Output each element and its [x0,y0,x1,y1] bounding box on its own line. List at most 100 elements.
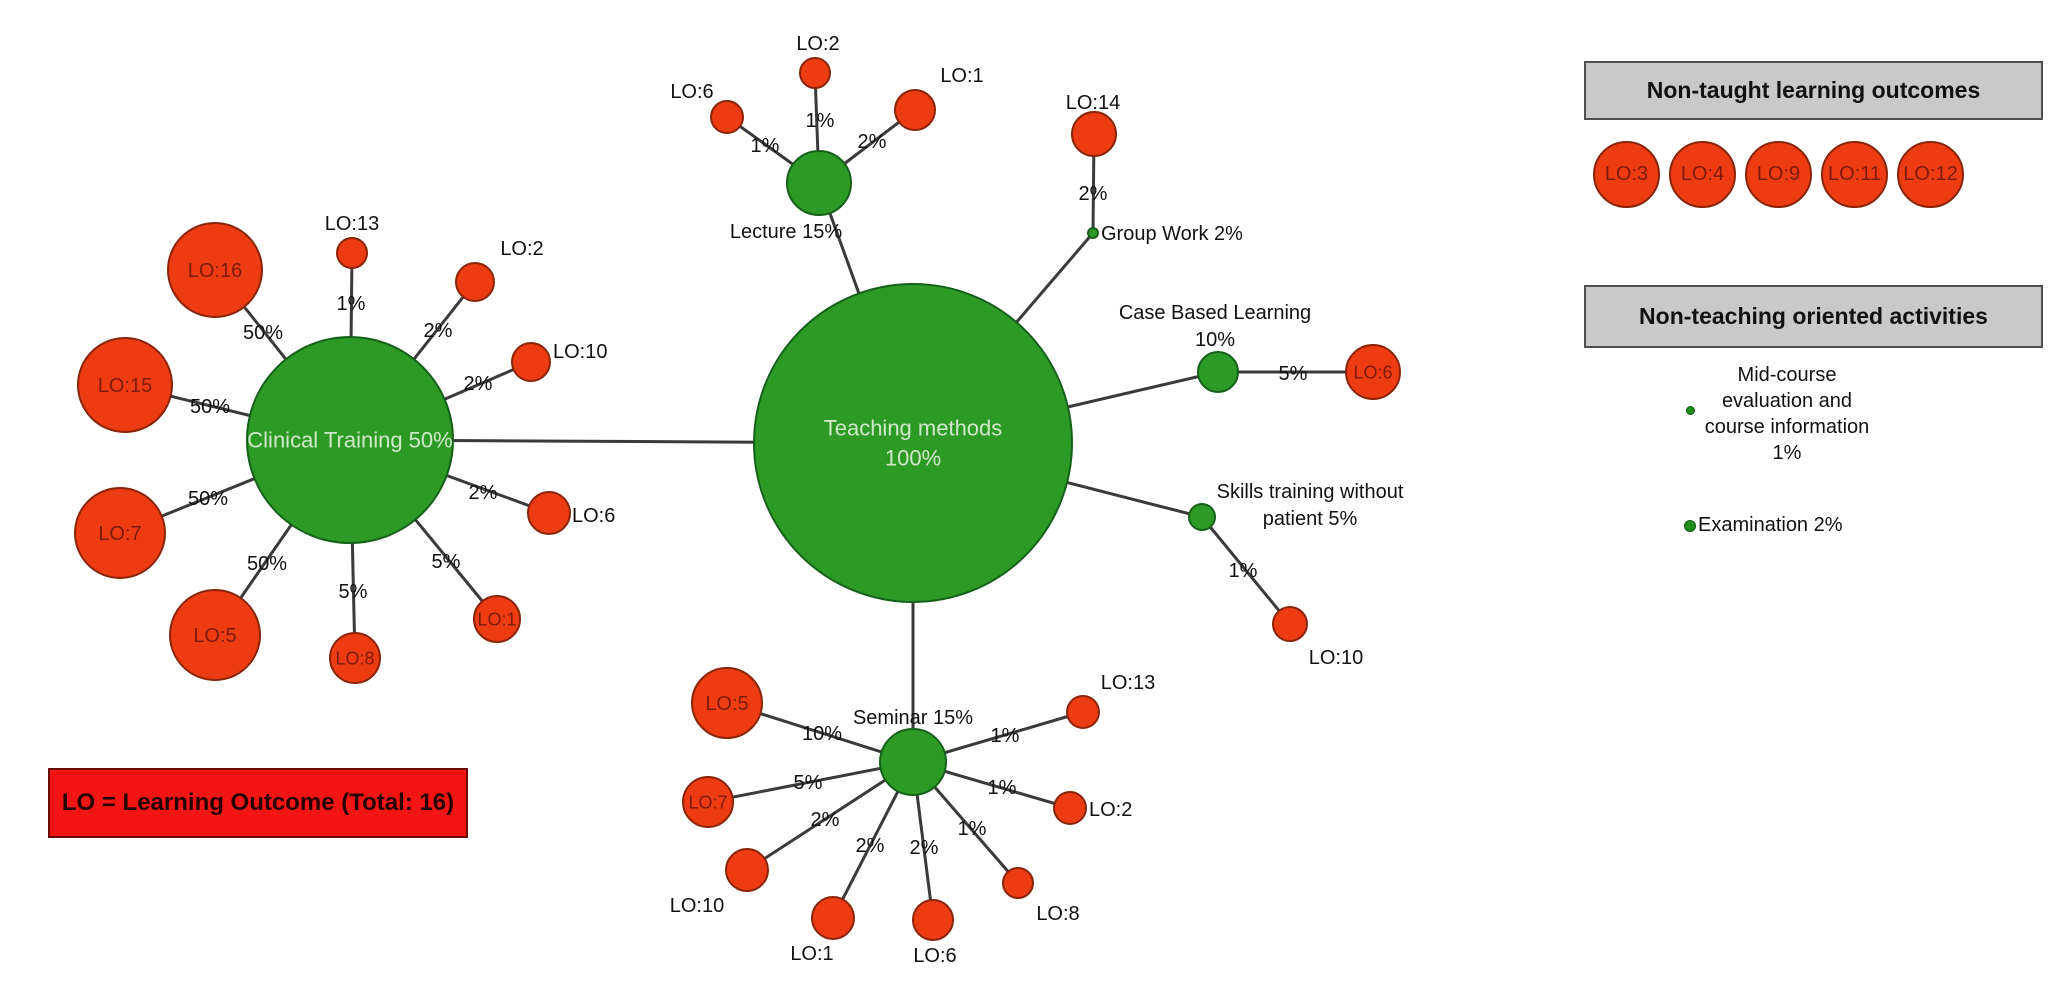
node-ct [246,336,454,544]
node-ct-lo6 [527,491,571,535]
panel-title-non-taught: Non-taught learning outcomes [1584,61,2043,120]
edge-percent-label: 2% [811,809,840,831]
node-ext-label-sem-lo10: LO:10 [670,895,724,917]
node-lec-lo2 [799,57,831,89]
node-sem-lo1 [811,896,855,940]
node-groupwork [1087,227,1099,239]
node-teaching [753,283,1073,603]
node-ext-label-groupwork: Group Work 2% [1101,223,1243,245]
node-ext-label-casebased: Case Based Learning 10% [1119,302,1311,351]
node-ext-label-ct-lo6: LO:6 [572,505,615,527]
node-ext-label-lec-lo2: LO:2 [796,33,839,55]
node-ext-label-lecture: Lecture 15% [730,221,843,243]
edge-seminar-sem-lo7 [707,760,914,804]
edge-percent-label: 1% [806,110,835,132]
node-skills [1188,503,1216,531]
non-taught-circles-row: LO:3 LO:4 LO:9 LO:11 LO:12 [1593,141,1964,208]
non-taught-lo-circle: LO:12 [1897,141,1964,208]
node-sem-lo6 [912,899,954,941]
node-ct-lo13 [336,237,368,269]
node-ct-lo2 [455,262,495,302]
node-ct-lo10 [511,342,551,382]
node-ct-lo5 [169,589,261,681]
edge-percent-label: 2% [910,837,939,859]
node-ext-label-seminar: Seminar 15% [853,707,973,729]
node-ext-label-ct-lo13: LO:13 [325,213,379,235]
node-ext-label-lec-lo6: LO:6 [670,81,713,103]
node-ct-lo16 [167,222,263,318]
node-sem-lo5 [691,667,763,739]
edge-percent-label: 1% [1229,560,1258,582]
node-ext-label-sk-lo10: LO:10 [1309,647,1363,669]
node-ext-label-sem-lo13: LO:13 [1101,672,1155,694]
node-sk-lo10 [1272,606,1308,642]
node-sem-lo10 [725,848,769,892]
node-lec-lo1 [894,89,936,131]
edge-percent-label: 5% [339,581,368,603]
node-sem-lo7 [682,776,734,828]
edge-percent-label: 1% [751,135,780,157]
edge-percent-label: 2% [424,320,453,342]
edge-percent-label: 1% [991,725,1020,747]
examination-item: Examination 2% [1684,514,1843,537]
node-ext-label-sem-lo2: LO:2 [1089,799,1132,821]
node-inside-label-ct: Clinical Training 50% [247,428,452,453]
node-ext-label-sem-lo1: LO:1 [790,943,833,965]
node-ext-label-skills: Skills training without patient 5% [1217,481,1404,530]
midcourse-line: course information [1704,416,1870,438]
node-gw-lo14 [1071,111,1117,157]
node-ext-label-ct-lo2: LO:2 [500,238,543,260]
edge-percent-label: 50% [247,553,287,575]
node-ext-label-ct-lo10: LO:10 [553,341,607,363]
edge-percent-label: 1% [337,293,366,315]
node-ct-lo15 [77,337,173,433]
edge-percent-label: 2% [1079,183,1108,205]
node-inside-label-sem-lo7: LO:7 [688,792,727,812]
node-cbl-lo6 [1345,344,1401,400]
edge-percent-label: 5% [1279,363,1308,385]
non-taught-lo-circle: LO:3 [1593,141,1660,208]
edge-percent-label: 2% [469,482,498,504]
node-inside-label-sem-lo5: LO:5 [705,693,748,715]
midcourse-line: 1% [1772,442,1802,464]
node-sem-lo13 [1066,695,1100,729]
edge-percent-label: 5% [432,551,461,573]
node-lecture [786,150,852,216]
non-taught-lo-circle: LO:9 [1745,141,1812,208]
node-inside-label-ct-lo1: LO:1 [477,609,516,629]
node-inside-label-ct-lo16: LO:16 [188,260,242,282]
node-inside-label-ct-lo5: LO:5 [193,625,236,647]
edge-skills-sk-lo10 [1200,516,1292,625]
midcourse-line: evaluation and [1721,390,1853,412]
node-ct-lo1 [473,595,521,643]
edge-percent-label: 50% [188,488,228,510]
node-inside-label-ct-lo15: LO:15 [98,375,152,397]
node-ct-lo7 [74,487,166,579]
edge-percent-label: 10% [802,723,842,745]
legend-box: LO = Learning Outcome (Total: 16) [48,768,468,838]
edge-percent-label: 1% [988,777,1017,799]
edge-percent-label: 2% [858,131,887,153]
node-ext-label-gw-lo14: LO:14 [1066,92,1120,114]
node-sem-lo8 [1002,867,1034,899]
node-casebased [1197,351,1239,393]
edge-percent-label: 50% [190,396,230,418]
non-taught-lo-circle: LO:11 [1821,141,1888,208]
node-sem-lo2 [1053,791,1087,825]
node-inside-label-cbl-lo6: LO:6 [1353,362,1392,382]
edge-percent-label: 2% [464,373,493,395]
midcourse-line: Mid-course [1737,364,1837,386]
panel-title-non-teaching: Non-teaching oriented activities [1584,285,2043,348]
node-inside-label-teaching: Teaching methods 100% [824,416,1003,471]
midcourse-dot-icon [1686,406,1695,415]
node-ext-label-sem-lo8: LO:8 [1036,903,1079,925]
non-taught-lo-circle: LO:4 [1669,141,1736,208]
node-lec-lo6 [710,100,744,134]
examination-dot-icon [1684,519,1696,532]
edge-percent-label: 2% [856,835,885,857]
node-inside-label-ct-lo7: LO:7 [98,523,141,545]
edge-percent-label: 1% [958,818,987,840]
node-inside-label-ct-lo8: LO:8 [335,648,374,668]
